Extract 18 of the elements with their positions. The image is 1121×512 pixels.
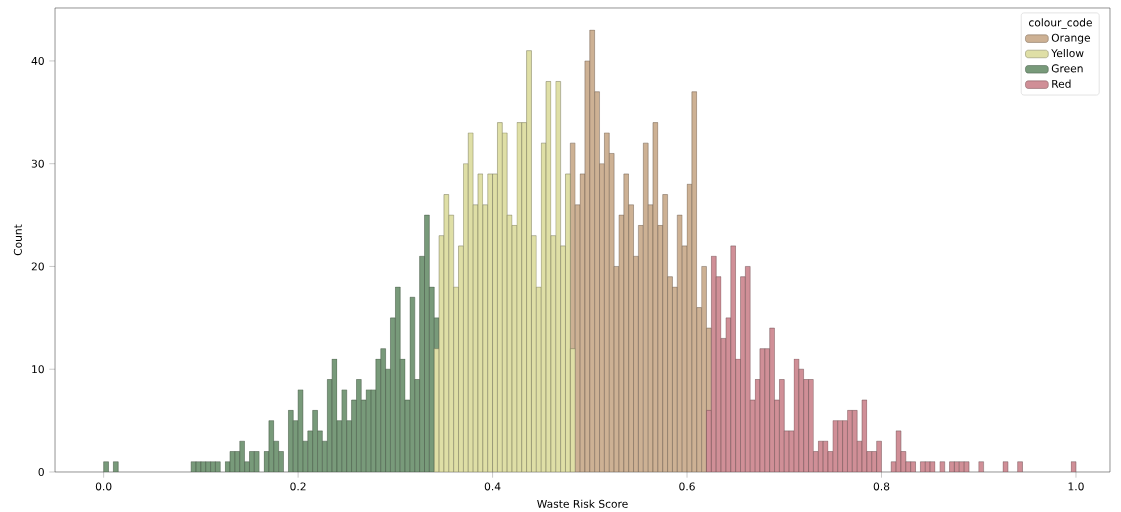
y-tick-label: 20 [31, 262, 44, 271]
x-tick-label: 0.6 [679, 482, 695, 491]
legend-label: Orange [1051, 33, 1091, 44]
y-tick-label: 0 [38, 467, 44, 476]
y-tick-label: 30 [31, 159, 44, 168]
x-tick-label: 0.2 [290, 482, 306, 491]
x-tick-label: 1.0 [1068, 482, 1084, 491]
x-tick-label: 0.8 [873, 482, 890, 491]
legend-label: Yellow [1051, 48, 1084, 58]
legend-label: Green [1051, 64, 1083, 73]
legend-label: Red [1052, 79, 1071, 88]
y-tick-label: 10 [32, 365, 44, 374]
legend-title: colour_code [1029, 18, 1092, 29]
x-tick-label: 0.4 [484, 482, 501, 491]
x-tick-label: 0.0 [95, 482, 112, 491]
y-axis-title: Count [13, 224, 22, 256]
x-axis-title: Waste Risk Score [537, 499, 628, 508]
y-tick-label: 40 [31, 56, 44, 65]
